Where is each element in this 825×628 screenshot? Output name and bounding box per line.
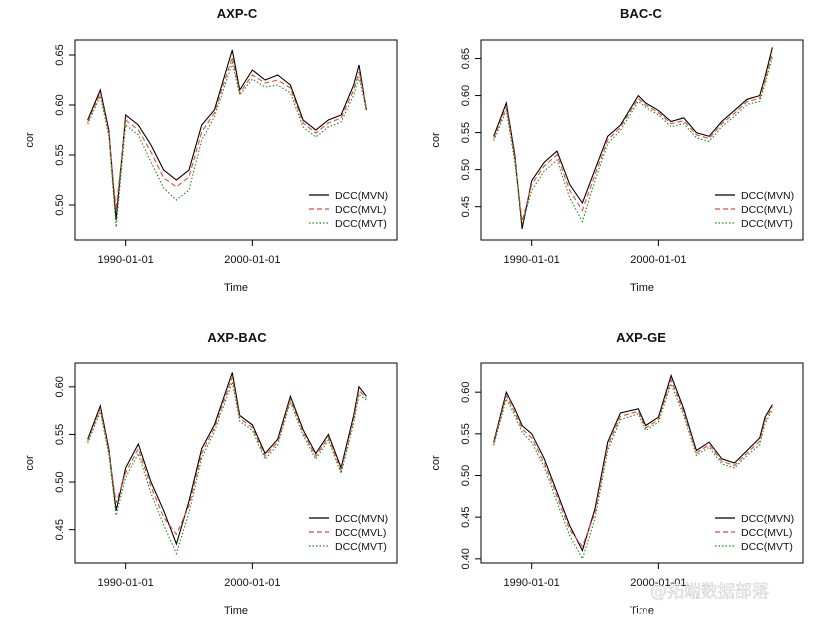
chart-panel-axp-bac: AXP-BAC 1990-01-01 2000-01-01 0.45 0.50 0.55 0… (24, 330, 398, 617)
x-axis-label: Time (630, 282, 654, 294)
legend: DCC(MVN) DCC(MVL) DCC(MVT) (715, 513, 794, 553)
chart-panel-bac-c: BAC-C 1990-01-01 2000-01-01 0.45 0.50 0.55 0.6… (430, 6, 804, 294)
legend-label: DCC(MVL) (741, 527, 792, 539)
x-tick-label: 1990-01-01 (504, 577, 560, 589)
series-line-dccmvt (493, 56, 773, 226)
legend: DCC(MVN) DCC(MVL) DCC(MVT) (715, 190, 794, 230)
y-tick-label: 0.60 (460, 381, 472, 402)
x-tick-label: 2000-01-01 (630, 254, 686, 266)
y-tick-label: 0.55 (54, 424, 66, 445)
series-line-dccmvt (87, 379, 367, 556)
y-tick-label: 0.55 (54, 144, 66, 165)
series-line-dccmvt (493, 382, 773, 561)
x-axis-label: Time (630, 605, 654, 617)
legend-label: DCC(MVT) (335, 541, 387, 553)
legend-label: DCC(MVT) (741, 218, 793, 230)
legend-label: DCC(MVN) (335, 190, 388, 202)
x-tick-label: 1990-01-01 (98, 254, 154, 266)
y-tick-label: 0.45 (54, 519, 66, 540)
y-tick-label: 0.55 (460, 122, 472, 143)
legend-label: DCC(MVN) (741, 190, 794, 202)
y-tick-label: 0.60 (54, 376, 66, 397)
series-line-dccmvn (87, 372, 367, 546)
y-axis-label: cor (430, 132, 442, 148)
chart-title: AXP-C (217, 6, 258, 21)
x-axis-label: Time (224, 605, 248, 617)
y-tick-label: 0.60 (460, 85, 472, 106)
y-tick-label: 0.60 (54, 94, 66, 115)
x-tick-label: 2000-01-01 (224, 577, 280, 589)
chart-title: AXP-GE (616, 330, 666, 345)
plot-frame (74, 39, 398, 241)
watermark-url: https://blog.csdn.net/qq_19600291 (580, 603, 791, 617)
chart-title: AXP-BAC (207, 330, 267, 345)
legend-label: DCC(MVT) (741, 541, 793, 553)
y-tick-label: 0.45 (460, 196, 472, 217)
legend-label: DCC(MVL) (335, 527, 386, 539)
series-line-dccmvt (87, 60, 367, 228)
legend: DCC(MVN) DCC(MVL) DCC(MVT) (309, 513, 388, 553)
plot-frame (480, 39, 804, 241)
chart-panel-axp-c: AXP-C 1990-01-01 2000-01-01 0.50 0.55 0.60 0.6… (24, 6, 398, 294)
y-tick-label: 0.50 (460, 159, 472, 180)
legend: DCC(MVN) DCC(MVL) DCC(MVT) (309, 190, 388, 230)
y-tick-label: 0.40 (460, 548, 472, 569)
x-tick-label: 1990-01-01 (98, 577, 154, 589)
y-tick-label: 0.50 (460, 465, 472, 486)
legend-label: DCC(MVL) (335, 204, 386, 216)
watermark-title: @拓端数据部落 (650, 582, 769, 602)
y-tick-label: 0.65 (54, 44, 66, 65)
legend-label: DCC(MVT) (335, 218, 387, 230)
y-tick-label: 0.55 (460, 423, 472, 444)
y-axis-label: cor (24, 455, 36, 471)
chart-title: BAC-C (620, 6, 662, 21)
series-line-dccmvl (493, 52, 773, 222)
y-axis-label: cor (24, 132, 36, 148)
y-tick-label: 0.65 (460, 48, 472, 69)
y-axis-label: cor (430, 455, 442, 471)
legend-label: DCC(MVN) (741, 513, 794, 525)
series-line-dccmvn (87, 49, 367, 221)
y-tick-label: 0.45 (460, 506, 472, 527)
series-line-dccmvn (493, 47, 773, 230)
legend-label: DCC(MVL) (741, 204, 792, 216)
x-axis-label: Time (224, 282, 248, 294)
y-tick-label: 0.50 (54, 194, 66, 215)
series-line-dccmvl (87, 375, 367, 536)
x-tick-label: 1990-01-01 (504, 254, 560, 266)
legend-label: DCC(MVN) (335, 513, 388, 525)
y-tick-label: 0.50 (54, 471, 66, 492)
series-line-dccmvl (493, 378, 773, 548)
chart-panel-axp-ge: AXP-GE 1990-01-01 2000-01-01 0.40 0.45 0.50 0.… (430, 330, 804, 617)
plot-frame (480, 362, 804, 564)
x-tick-label: 2000-01-01 (630, 577, 686, 589)
plot-frame (74, 362, 398, 564)
x-tick-label: 2000-01-01 (224, 254, 280, 266)
series-line-dccmvn (493, 373, 773, 552)
series-line-dccmvl (87, 54, 367, 211)
